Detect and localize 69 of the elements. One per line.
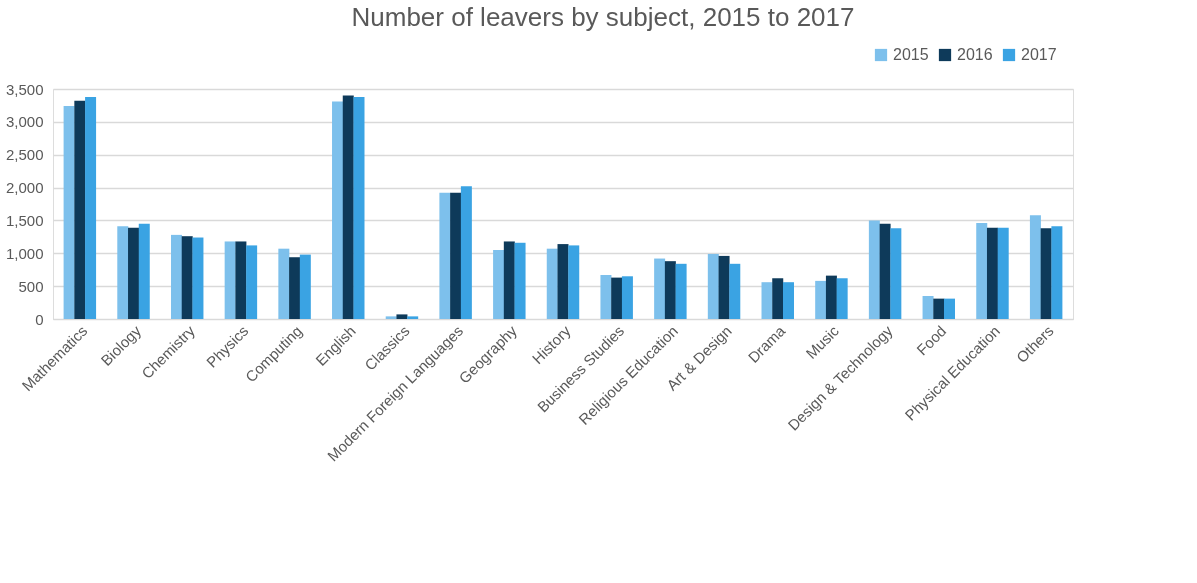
bar	[621, 276, 633, 319]
bar	[170, 234, 182, 319]
bar	[782, 282, 794, 319]
bar	[128, 227, 140, 319]
y-tick-label: 2,000	[5, 179, 44, 197]
bar	[944, 298, 956, 319]
bar	[1029, 215, 1041, 319]
bar	[407, 316, 419, 319]
bar	[439, 192, 451, 319]
bar	[568, 245, 580, 319]
bar	[396, 314, 408, 319]
bar	[997, 227, 1009, 319]
bar	[117, 226, 129, 319]
bar	[246, 245, 258, 319]
bar	[1040, 228, 1052, 319]
bar	[600, 274, 612, 319]
bar	[654, 258, 666, 319]
bar	[879, 223, 891, 319]
bar	[976, 223, 988, 319]
bar	[192, 237, 204, 319]
y-tick-label: 2,500	[5, 146, 44, 164]
legend-label: 2017	[1021, 46, 1057, 63]
bar	[332, 101, 344, 319]
bar	[986, 227, 998, 319]
y-tick-label: 3,500	[5, 80, 44, 98]
bar	[557, 244, 569, 319]
y-tick-label: 500	[18, 277, 44, 295]
bar	[815, 280, 827, 319]
legend-label: 2016	[957, 46, 993, 63]
bar	[278, 248, 290, 319]
bar	[74, 100, 86, 319]
bar	[503, 241, 515, 319]
bar	[342, 95, 354, 319]
bar	[890, 228, 902, 319]
bar	[385, 316, 397, 319]
bar	[289, 257, 301, 319]
y-tick-label: 1,500	[5, 211, 44, 229]
bar	[1051, 226, 1063, 319]
bar	[138, 223, 150, 319]
bar	[836, 278, 848, 319]
bar	[611, 277, 623, 319]
bar	[922, 296, 934, 319]
bar	[63, 106, 75, 319]
bar	[772, 278, 784, 319]
bar	[761, 282, 773, 319]
y-tick-label: 1,000	[5, 244, 44, 262]
bar	[235, 241, 247, 319]
bar	[675, 263, 687, 319]
chart-title: Number of leavers by subject, 2015 to 2017	[351, 2, 855, 32]
y-tick-label: 3,000	[5, 113, 44, 131]
legend-label: 2015	[893, 46, 929, 63]
bar	[664, 261, 676, 319]
y-tick-label: 0	[35, 310, 44, 328]
bar	[450, 192, 462, 319]
bar	[181, 236, 193, 319]
bar	[493, 250, 505, 319]
bar	[825, 275, 837, 319]
bar	[460, 186, 472, 319]
bar	[514, 242, 526, 319]
bar	[299, 254, 311, 319]
bar	[729, 263, 741, 319]
bar	[353, 96, 365, 319]
bar	[933, 298, 945, 319]
bar	[85, 96, 97, 319]
bar	[707, 253, 719, 319]
bar	[868, 220, 880, 319]
bar	[718, 255, 730, 319]
bar	[224, 241, 236, 319]
bar	[546, 248, 558, 319]
